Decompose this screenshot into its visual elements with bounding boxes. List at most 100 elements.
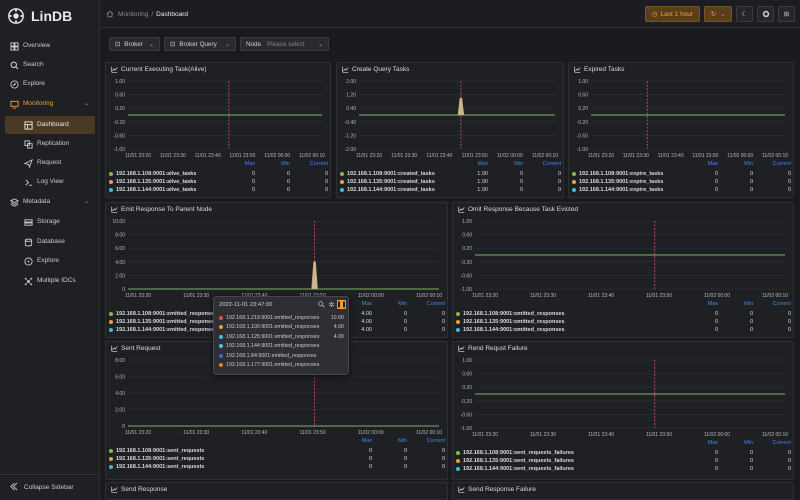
- panel-title[interactable]: Create Query Tasks: [342, 66, 409, 73]
- legend-row[interactable]: 192.168.1.144:9001:sent_requests_failure…: [456, 465, 574, 473]
- legend-header-current[interactable]: Current: [772, 301, 791, 307]
- panel-title[interactable]: Send Response Failure: [458, 486, 536, 493]
- y-tick-label: -1.00: [114, 147, 126, 153]
- search-icon[interactable]: [317, 300, 326, 309]
- broker-select[interactable]: ⊡ Broker ⌄: [109, 37, 160, 51]
- legend-row[interactable]: 192.168.1.135:9001:created_tasks: [340, 178, 435, 186]
- settings-icon[interactable]: ✲: [328, 301, 335, 309]
- legend-row[interactable]: 192.168.1.135:9001:alive_tasks: [109, 178, 196, 186]
- x-tick-label: 11/02 00:00: [704, 293, 730, 299]
- sidebar-item-database[interactable]: Database: [0, 233, 100, 251]
- legend-row[interactable]: 192.168.1.144:9001:created_tasks: [340, 186, 435, 194]
- panel-title[interactable]: Sent Request: [111, 345, 160, 352]
- legend-row[interactable]: 192.168.1.144:9001:emitted_responses: [109, 326, 217, 334]
- legend-row[interactable]: 192.168.1.144:9001:expire_tasks: [572, 186, 663, 194]
- legend-header-min[interactable]: Min: [398, 301, 407, 307]
- refresh-button[interactable]: ↻ ⌄: [704, 6, 732, 22]
- y-tick-label: 8.00: [115, 358, 125, 364]
- legend-header-max[interactable]: Max: [707, 301, 718, 307]
- legend-header-max[interactable]: Max: [244, 161, 255, 167]
- chart-tooltip: 2022-11-01 23:47:00 ✲ ❚❚ 192.168.1.219:9…: [213, 296, 349, 375]
- time-range-button[interactable]: ◷ Last 1 hour: [645, 6, 700, 22]
- x-tick-label: 11/02 00:10: [416, 430, 442, 436]
- legend-header-current[interactable]: Current: [426, 301, 445, 307]
- sidebar-item-log-view[interactable]: Log View: [0, 173, 100, 191]
- broker-query-select[interactable]: ⊡ Broker Query ⌄: [164, 37, 236, 51]
- panel-title[interactable]: Send Response: [111, 486, 167, 493]
- legend-series-name: 192.168.1.135:9001:alive_tasks: [116, 179, 197, 185]
- legend-header-min[interactable]: Min: [281, 161, 290, 167]
- panel-title[interactable]: Rend Requst Failure: [458, 345, 528, 352]
- legend-value-max: 0: [368, 448, 372, 454]
- pin-icon[interactable]: ❚❚: [336, 300, 347, 309]
- panel-title[interactable]: Expired Tasks: [574, 66, 624, 73]
- legend-value-current: 0: [787, 171, 791, 177]
- breadcrumb-parent[interactable]: Monitoring: [118, 10, 149, 18]
- legend-row[interactable]: 192.168.1.108:9001:sent_requests: [109, 447, 204, 455]
- legend-header-current[interactable]: Current: [772, 161, 791, 167]
- sidebar-item-overview[interactable]: Overview: [0, 37, 100, 55]
- chart-plot-area[interactable]: 10.00 8.00 6.00 4.00 2.00 011/01 23:20 11/01 2…: [106, 203, 448, 301]
- y-tick-label: 4.00: [115, 260, 125, 266]
- series-color-dot: [219, 325, 223, 329]
- legend-row[interactable]: 192.168.1.135:9001:sent_requests_failure…: [456, 457, 574, 465]
- sidebar-item-search[interactable]: Search: [0, 56, 100, 74]
- legend-row[interactable]: 192.168.1.135:9001:expire_tasks: [572, 178, 663, 186]
- sidebar-item-monitoring[interactable]: Monitoring ⌄: [0, 95, 100, 113]
- legend-header-min[interactable]: Min: [744, 301, 753, 307]
- app-logo[interactable]: LinDB: [0, 0, 99, 32]
- legend-header-max[interactable]: Max: [361, 438, 372, 444]
- legend-row[interactable]: 192.168.1.144:9001:alive_tasks: [109, 186, 196, 194]
- home-icon[interactable]: [106, 10, 114, 18]
- collapse-sidebar-button[interactable]: Collapse Sidebar: [0, 474, 100, 500]
- legend-value-max: 0: [368, 456, 372, 462]
- legend-row[interactable]: 192.168.1.108:9001:alive_tasks: [109, 170, 196, 178]
- legend-header-max[interactable]: Max: [477, 161, 488, 167]
- legend-row[interactable]: 192.168.1.108:9001:emitted_responses: [109, 310, 217, 318]
- legend-row[interactable]: 192.168.1.108:9001:omitted_responses: [456, 310, 565, 318]
- legend-header-max[interactable]: Max: [707, 161, 718, 167]
- panel-title[interactable]: Current Executing Task(Alive): [111, 66, 207, 73]
- sidebar-item-explore-metadata[interactable]: Explore: [0, 252, 100, 270]
- legend-row[interactable]: 192.168.1.135:9001:emitted_responses: [109, 318, 217, 326]
- sidebar-item-replication[interactable]: Replication: [0, 135, 100, 153]
- legend-row[interactable]: 192.168.1.108:9001:expire_tasks: [572, 170, 663, 178]
- panel-title[interactable]: Omit Response Because Task Evicted: [458, 206, 578, 213]
- legend-header-max[interactable]: Max: [361, 301, 372, 307]
- language-button[interactable]: ⊞: [778, 6, 795, 22]
- x-tick-label: 11/02 00:00: [358, 293, 384, 299]
- legend-header-current[interactable]: Current: [772, 440, 791, 446]
- node-select[interactable]: Node Please select ⌄: [240, 37, 329, 51]
- sidebar-item-metadata[interactable]: Metadata ⌄: [0, 193, 100, 211]
- github-button[interactable]: [757, 6, 774, 22]
- legend-row[interactable]: 192.168.1.135:9001:omitted_responses: [456, 318, 565, 326]
- theme-toggle-button[interactable]: ☾: [736, 6, 753, 22]
- legend-row[interactable]: 192.168.1.144:9001:sent_requests: [109, 463, 204, 471]
- legend-row[interactable]: 192.168.1.135:9001:sent_requests: [109, 455, 204, 463]
- sidebar-item-request[interactable]: Request: [0, 154, 100, 172]
- sidebar-item-multiple-idcs[interactable]: Multiple IDCs: [0, 272, 100, 290]
- legend-header-max[interactable]: Max: [707, 440, 718, 446]
- legend-row[interactable]: 192.168.1.108:9001:sent_requests_failure…: [456, 449, 574, 457]
- legend-row[interactable]: 192.168.1.144:9001:omitted_responses: [456, 326, 565, 334]
- x-tick-label: 11/01 23:40: [195, 153, 221, 159]
- sidebar-item-storage[interactable]: Storage: [0, 213, 100, 231]
- legend-row[interactable]: 192.168.1.108:9001:created_tasks: [340, 170, 435, 178]
- sidebar-item-explore[interactable]: Explore: [0, 75, 100, 93]
- panel-title[interactable]: Emit Response To Parent Node: [111, 206, 212, 213]
- legend-header-current[interactable]: Current: [542, 161, 561, 167]
- legend-header-current[interactable]: Current: [309, 161, 328, 167]
- sidebar-item-dashboard[interactable]: Dashboard: [5, 116, 95, 134]
- compass-icon: [9, 79, 19, 89]
- legend-header-min[interactable]: Min: [744, 440, 753, 446]
- legend-header-current[interactable]: Current: [426, 438, 445, 444]
- series-color-dot: [109, 320, 113, 324]
- legend-header-min[interactable]: Min: [398, 438, 407, 444]
- legend-header-min[interactable]: Min: [514, 161, 523, 167]
- legend-header-min[interactable]: Min: [744, 161, 753, 167]
